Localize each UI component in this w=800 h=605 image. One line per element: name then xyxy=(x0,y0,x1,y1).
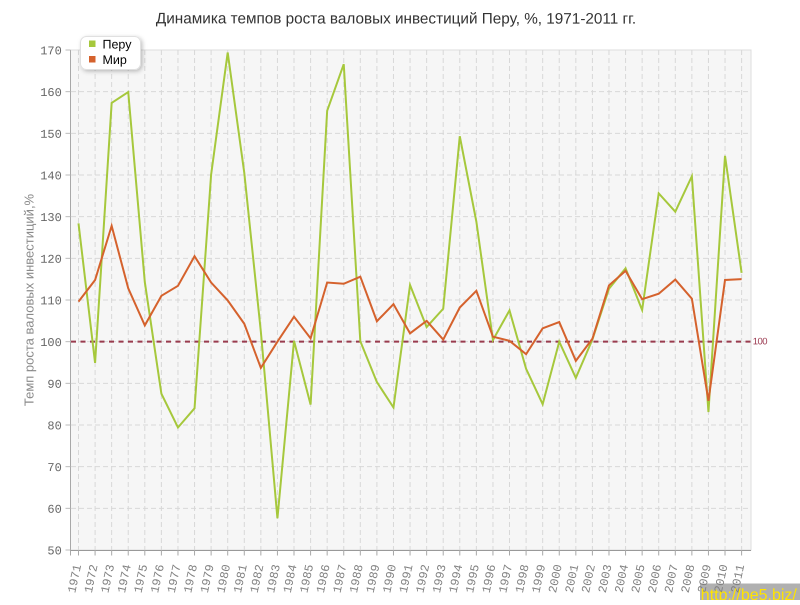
svg-text:2008: 2008 xyxy=(679,563,699,594)
svg-text:1979: 1979 xyxy=(198,563,218,594)
svg-text:Мир: Мир xyxy=(102,53,126,67)
svg-text:Темп роста валовых инвестиций,: Темп роста валовых инвестиций,% xyxy=(22,193,37,406)
svg-text:2011: 2011 xyxy=(728,563,748,594)
svg-text:1999: 1999 xyxy=(529,563,549,594)
svg-text:2007: 2007 xyxy=(662,563,682,594)
svg-text:1998: 1998 xyxy=(513,563,533,594)
svg-text:130: 130 xyxy=(40,211,62,225)
svg-text:1982: 1982 xyxy=(248,563,268,594)
svg-text:1971: 1971 xyxy=(65,563,85,594)
svg-text:http://be5.biz/: http://be5.biz/ xyxy=(701,587,798,600)
svg-text:2005: 2005 xyxy=(629,563,649,594)
svg-text:1981: 1981 xyxy=(231,563,251,594)
svg-text:1980: 1980 xyxy=(215,563,235,594)
svg-text:120: 120 xyxy=(40,253,62,267)
svg-text:140: 140 xyxy=(40,169,62,183)
svg-text:1974: 1974 xyxy=(115,563,135,594)
svg-text:1973: 1973 xyxy=(98,563,118,594)
svg-text:50: 50 xyxy=(47,544,61,558)
svg-text:1983: 1983 xyxy=(264,563,284,594)
svg-text:100: 100 xyxy=(753,336,768,347)
svg-text:1975: 1975 xyxy=(132,563,152,594)
svg-text:2003: 2003 xyxy=(596,563,616,594)
svg-text:2006: 2006 xyxy=(646,563,666,594)
svg-text:80: 80 xyxy=(47,419,61,433)
svg-text:2001: 2001 xyxy=(563,563,583,594)
svg-text:1989: 1989 xyxy=(364,563,384,594)
svg-text:1972: 1972 xyxy=(82,563,102,594)
svg-text:90: 90 xyxy=(47,378,61,392)
svg-text:2002: 2002 xyxy=(579,563,599,594)
svg-text:1976: 1976 xyxy=(148,563,168,594)
svg-text:1986: 1986 xyxy=(314,563,334,594)
svg-text:150: 150 xyxy=(40,128,62,142)
svg-text:160: 160 xyxy=(40,86,62,100)
svg-text:60: 60 xyxy=(47,503,61,517)
svg-text:1987: 1987 xyxy=(331,563,351,594)
svg-text:1990: 1990 xyxy=(380,563,400,594)
svg-text:1988: 1988 xyxy=(347,563,367,594)
svg-text:1984: 1984 xyxy=(281,563,301,594)
svg-text:2000: 2000 xyxy=(546,563,566,594)
svg-text:1997: 1997 xyxy=(496,563,516,594)
svg-text:1992: 1992 xyxy=(413,563,433,594)
svg-text:110: 110 xyxy=(40,294,62,308)
svg-text:1993: 1993 xyxy=(430,563,450,594)
svg-text:70: 70 xyxy=(47,461,61,475)
svg-text:1994: 1994 xyxy=(447,563,467,594)
svg-text:1977: 1977 xyxy=(165,563,185,594)
svg-text:2009: 2009 xyxy=(695,563,715,594)
svg-text:1995: 1995 xyxy=(463,563,483,594)
svg-text:Динамика темпов роста валовых: Динамика темпов роста валовых инвестиций… xyxy=(156,10,636,27)
svg-text:1996: 1996 xyxy=(480,563,500,594)
svg-text:2010: 2010 xyxy=(712,563,732,594)
svg-text:100: 100 xyxy=(40,336,62,350)
svg-text:1985: 1985 xyxy=(297,563,317,594)
svg-text:Перу: Перу xyxy=(102,38,132,52)
svg-text:1991: 1991 xyxy=(397,563,417,594)
svg-text:2004: 2004 xyxy=(612,563,632,594)
svg-text:1978: 1978 xyxy=(181,563,201,594)
svg-text:170: 170 xyxy=(40,44,62,58)
